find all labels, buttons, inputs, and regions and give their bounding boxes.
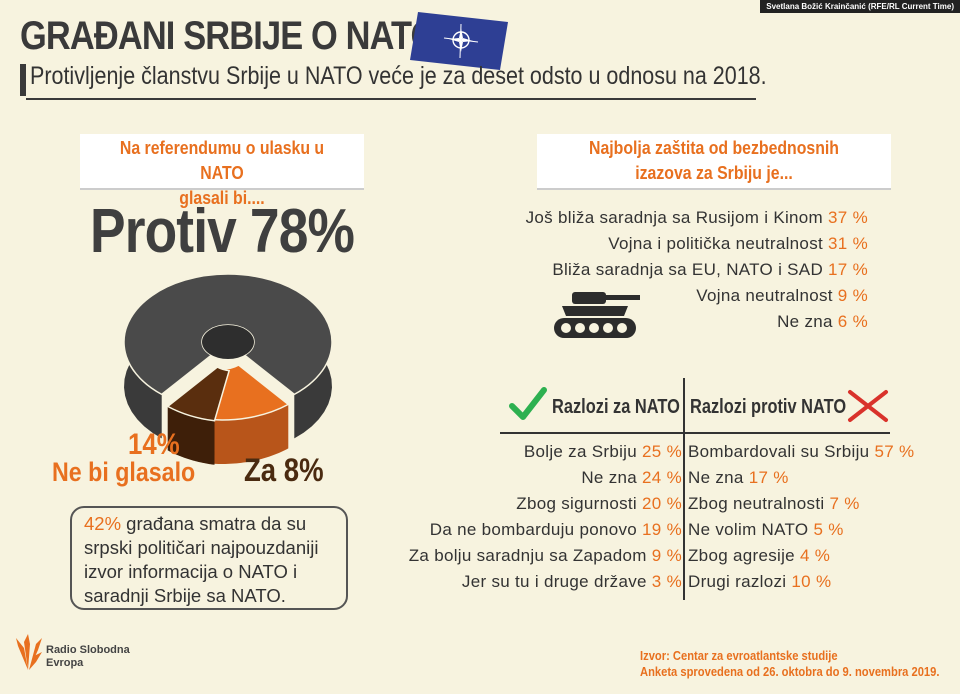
- security-item: Bliža saradnja sa EU, NATO i SAD 17 %: [552, 260, 868, 280]
- reason-for-item: Zbog sigurnosti 20 %: [516, 494, 682, 514]
- security-heading: Najbolja zaštita od bezbednosnih izazova…: [537, 134, 891, 188]
- subtitle-underline: [26, 98, 756, 100]
- reason-against-pct: 10 %: [791, 572, 832, 591]
- logo-line1: Radio Slobodna: [46, 644, 130, 656]
- checkmark-icon: [509, 387, 547, 420]
- page-subtitle: Protivljenje članstvu Srbije u NATO veće…: [30, 62, 767, 90]
- pie-slice-za: [166, 366, 231, 422]
- security-item-label: Ne zna: [777, 312, 838, 331]
- reason-for-pct: 20 %: [642, 494, 682, 513]
- reason-for-label: Jer su tu i druge države: [461, 572, 652, 591]
- security-item-pct: 37 %: [828, 208, 868, 227]
- reason-against-pct: 7 %: [829, 494, 860, 513]
- source-note: Izvor: Centar za evroatlantske studije A…: [640, 648, 939, 680]
- subtitle-accent: [20, 64, 26, 96]
- referendum-pie-chart: [123, 273, 333, 465]
- rfe-logo-icon: [16, 634, 42, 670]
- reason-for-pct: 9 %: [651, 546, 682, 565]
- reason-for-label: Za bolju saradnju sa Zapadom: [408, 546, 652, 565]
- security-item-label: Vojna neutralnost: [696, 286, 838, 305]
- security-item-pct: 6 %: [837, 312, 868, 331]
- reason-against-item: Bombardovali su Srbiju 57 %: [688, 442, 914, 462]
- politicians-note: 42% građana smatra da su srpski političa…: [70, 506, 348, 610]
- reasons-header-line: [500, 432, 890, 434]
- reason-for-label: Bolje za Srbiju: [523, 442, 643, 461]
- reason-against-pct: 57 %: [874, 442, 915, 461]
- referendum-heading-line2: glasali bi....: [179, 188, 265, 208]
- security-item-pct: 31 %: [828, 234, 868, 253]
- reason-against-label: Ne volim NATO: [688, 520, 814, 539]
- reason-against-item: Drugi razlozi 10 %: [688, 572, 831, 592]
- pie-slice-ne-bi-glasalo-side: [202, 404, 289, 464]
- reason-for-pct: 3 %: [651, 572, 682, 591]
- security-item-pct: 17 %: [828, 260, 868, 279]
- security-item-label: Još bliža saradnja sa Rusijom i Kinom: [525, 208, 829, 227]
- reason-for-item: Jer su tu i druge države 3 %: [462, 572, 682, 592]
- reason-for-label: Zbog sigurnosti: [516, 494, 643, 513]
- security-item-label: Vojna i politička neutralnost: [608, 234, 829, 253]
- reasons-for-heading: Razlozi za NATO: [552, 396, 680, 418]
- security-item-pct: 9 %: [837, 286, 868, 305]
- reason-for-item: Da ne bombarduju ponovo 19 %: [430, 520, 682, 540]
- reason-against-item: Ne volim NATO 5 %: [688, 520, 844, 540]
- reason-for-item: Bolje za Srbiju 25 %: [524, 442, 682, 462]
- logo-line2: Evropa: [46, 657, 84, 669]
- security-item: Vojna i politička neutralnost 31 %: [608, 234, 868, 254]
- reason-against-pct: 17 %: [748, 468, 789, 487]
- referendum-heading-line1: Na referendumu o ulasku u NATO: [119, 138, 325, 183]
- reasons-against-heading: Razlozi protiv NATO: [690, 396, 847, 418]
- security-heading-line2: izazova za Srbiju je...: [635, 163, 793, 183]
- reason-for-item: Ne zna 24 %: [581, 468, 682, 488]
- security-item: Ne zna 6 %: [777, 312, 868, 332]
- reason-against-item: Ne zna 17 %: [688, 468, 789, 488]
- source-line2: Anketa sprovedena od 26. oktobra do 9. n…: [640, 664, 940, 679]
- security-item: Još bliža saradnja sa Rusijom i Kinom 37…: [526, 208, 868, 228]
- reason-for-label: Ne zna: [581, 468, 643, 487]
- security-item: Vojna neutralnost 9 %: [696, 286, 868, 306]
- reason-for-item: Za bolju saradnju sa Zapadom 9 %: [409, 546, 682, 566]
- note-pct: 42%: [84, 513, 122, 534]
- reason-against-pct: 4 %: [799, 546, 831, 565]
- page-title: GRAĐANI SRBIJE O NATO: [20, 14, 437, 58]
- reason-for-pct: 25 %: [642, 442, 682, 461]
- protiv-label: Protiv 78%: [90, 197, 355, 266]
- security-item-label: Bliža saradnja sa EU, NATO i SAD: [552, 260, 829, 279]
- nato-flag-icon: [410, 12, 508, 70]
- reason-against-label: Zbog agresije: [688, 546, 800, 565]
- reason-against-label: Ne zna: [688, 468, 749, 487]
- tank-icon: [554, 292, 640, 338]
- photo-credit: Svetlana Božić Krainčanić (RFE/RL Curren…: [760, 0, 960, 13]
- security-heading-line1: Najbolja zaštita od bezbednosnih: [589, 138, 839, 158]
- pie-slice-za-side: [167, 406, 215, 465]
- ne-bi-glasalo-pct-label: 14%: [128, 428, 180, 461]
- note-text: građana smatra da su srpski političari n…: [84, 513, 319, 606]
- reason-for-label: Da ne bombarduju ponovo: [429, 520, 643, 539]
- referendum-heading: Na referendumu o ulasku u NATO glasali b…: [80, 134, 364, 208]
- rfe-logo-text: Radio Slobodna Evropa: [46, 644, 130, 670]
- cross-icon: [848, 390, 888, 422]
- reason-against-label: Drugi razlozi: [688, 572, 792, 591]
- pie-slice-protiv: [123, 273, 333, 396]
- reason-for-pct: 24 %: [642, 468, 682, 487]
- ne-bi-glasalo-label: Ne bi glasalo: [52, 457, 196, 487]
- reason-against-item: Zbog neutralnosti 7 %: [688, 494, 860, 514]
- reason-against-pct: 5 %: [813, 520, 844, 539]
- source-line1: Izvor: Centar za evroatlantske studije: [640, 648, 838, 663]
- pie-center-hole: [202, 325, 254, 359]
- reason-for-pct: 19 %: [642, 520, 682, 539]
- reasons-divider: [683, 378, 685, 600]
- reason-against-item: Zbog agresije 4 %: [688, 546, 830, 566]
- reason-against-label: Zbog neutralnosti: [688, 494, 830, 513]
- reason-against-label: Bombardovali su Srbiju: [688, 442, 875, 461]
- za-label: Za 8%: [244, 452, 324, 488]
